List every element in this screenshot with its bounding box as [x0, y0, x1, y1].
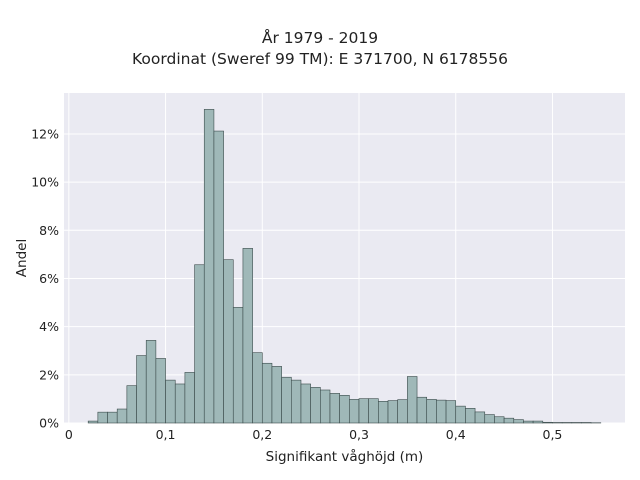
x-tick-label: 0,5: [543, 427, 563, 442]
x-tick-label: 0,2: [252, 427, 272, 442]
chart-title: År 1979 - 2019: [261, 29, 379, 47]
y-axis-label: Andel: [14, 239, 30, 277]
histogram-bar: [213, 130, 224, 424]
histogram-bar: [484, 414, 495, 424]
histogram-bar: [271, 366, 282, 424]
x-axis-label: Signifikant våghöjd (m): [266, 448, 424, 465]
histogram-bar: [107, 411, 118, 424]
histogram-bar: [426, 399, 437, 424]
y-tick-label: 10%: [31, 175, 59, 190]
y-tick-label: 4%: [39, 319, 59, 334]
histogram-bar: [339, 394, 350, 424]
histogram-bar: [387, 400, 398, 424]
histogram-bar: [136, 355, 147, 424]
x-axis-ticks: 0 0,1 0,2 0,3 0,4 0,5: [65, 427, 563, 442]
histogram-bar: [494, 416, 505, 424]
histogram-bar: [242, 248, 253, 424]
histogram-bar: [261, 362, 273, 424]
histogram-bar: [329, 393, 340, 424]
histogram-bar: [97, 411, 108, 424]
histogram-bar: [503, 417, 515, 424]
histogram-bar: [320, 389, 331, 424]
histogram-bar: [126, 385, 137, 424]
histogram-bar: [407, 376, 418, 424]
histogram-bar: [203, 109, 215, 424]
histogram-bar: [349, 399, 360, 424]
histogram-bar: [542, 421, 553, 424]
y-tick-label: 8%: [39, 223, 59, 238]
bars-group: [87, 109, 602, 424]
y-tick-label: 2%: [39, 367, 59, 382]
histogram-bar: [523, 420, 534, 424]
histogram-bar: [465, 408, 476, 424]
histogram-bar: [416, 396, 428, 424]
histogram-bar: [291, 379, 302, 424]
histogram-bar: [300, 383, 311, 424]
histogram-bar: [445, 400, 457, 424]
histogram-bar: [194, 264, 205, 424]
histogram-bar: [165, 379, 176, 424]
x-tick-label: 0,3: [349, 427, 369, 442]
histogram-bar: [174, 383, 186, 424]
histogram-bar: [145, 340, 157, 424]
histogram-bar: [252, 352, 263, 424]
x-tick-label: 0,4: [446, 427, 466, 442]
y-axis-ticks: 0% 2% 4% 6% 8% 10% 12%: [31, 126, 59, 430]
y-tick-label: 0%: [39, 416, 59, 431]
histogram-bar: [532, 420, 544, 424]
histogram-bar: [310, 387, 321, 424]
chart-subtitle: Koordinat (Sweref 99 TM): E 371700, N 61…: [132, 50, 508, 68]
histogram-bar: [184, 372, 195, 424]
histogram-bar: [368, 398, 379, 424]
histogram-bar: [116, 408, 128, 424]
x-tick-label: 0: [65, 427, 73, 442]
histogram-bar: [513, 419, 524, 424]
histogram-bar: [378, 401, 389, 424]
x-tick-label: 0,1: [156, 427, 176, 442]
histogram-bar: [455, 405, 466, 424]
histogram-bar: [397, 399, 408, 424]
histogram-bar: [436, 399, 447, 424]
histogram-bar: [87, 420, 99, 424]
histogram-bar: [281, 376, 292, 424]
histogram-bar: [232, 307, 244, 424]
histogram-bar: [474, 411, 486, 424]
y-tick-label: 6%: [39, 271, 59, 286]
y-tick-label: 12%: [31, 126, 59, 141]
histogram-bar: [358, 398, 369, 424]
histogram-bar: [155, 358, 166, 424]
histogram-bar: [223, 259, 234, 424]
